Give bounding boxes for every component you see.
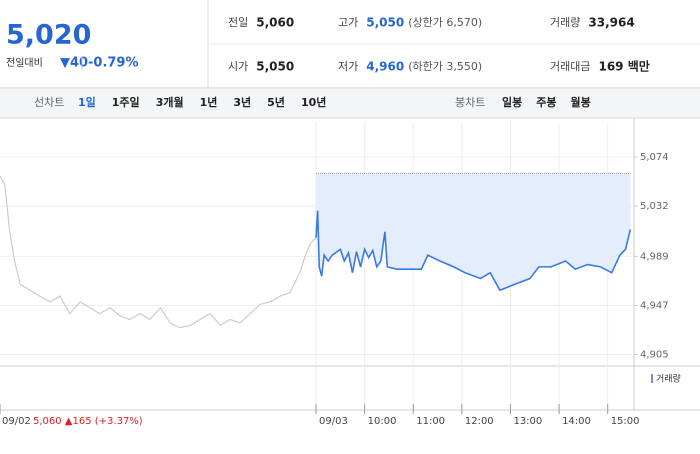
period-tab[interactable]: 3년 xyxy=(233,95,251,109)
x-tick-label: 14:00 xyxy=(562,416,591,427)
y-tick-label: 4,947 xyxy=(640,300,669,311)
candle-tab[interactable]: 주봉 xyxy=(536,96,556,109)
candle-tab[interactable]: 월봉 xyxy=(571,95,591,109)
tab-group-label: 봉차트 xyxy=(455,96,485,109)
price-line xyxy=(315,210,632,292)
y-tick-label: 5,074 xyxy=(640,152,669,163)
change-rate: -0.79% xyxy=(88,56,139,71)
stat-value: 169 백만 xyxy=(598,59,649,74)
stat-value: 33,964 xyxy=(588,16,634,30)
stat-label: 시가 xyxy=(228,60,248,73)
stat-value: 5,050 xyxy=(366,16,404,30)
change: ▼40 xyxy=(60,56,88,71)
tab-bar xyxy=(0,89,700,118)
x-tick-label: 11:00 xyxy=(416,416,445,427)
legend-swatch xyxy=(651,374,653,383)
prev-summary: 5,060 ▲165 (+3.37%) xyxy=(33,416,143,427)
stat-value: 4,960 xyxy=(366,60,404,74)
period-tab[interactable]: 10년 xyxy=(301,95,326,109)
area-fill xyxy=(316,173,631,291)
x-tick-label: 09/02 xyxy=(2,416,31,427)
stat-label: 거래대금 xyxy=(550,60,590,73)
candle-tab[interactable]: 일봉 xyxy=(502,95,522,109)
x-tick-label: 13:00 xyxy=(513,416,542,427)
tab-group-label: 선차트 xyxy=(34,96,64,109)
period-tab[interactable]: 5년 xyxy=(267,95,285,109)
stat-label: 거래량 xyxy=(550,16,580,29)
price: 5,020 xyxy=(6,20,91,51)
period-tab[interactable]: 1주일 xyxy=(112,95,140,109)
period-tab[interactable]: 1일 xyxy=(78,95,96,109)
x-tick-label: 10:00 xyxy=(368,416,397,427)
change-label: 전일대비 xyxy=(6,57,43,69)
stat-label: 저가 xyxy=(338,60,358,73)
y-tick-label: 5,032 xyxy=(640,201,669,212)
stat-value: 5,050 xyxy=(256,60,294,74)
price-line xyxy=(0,175,317,329)
legend-label: 거래량 xyxy=(656,373,681,385)
stat-value: 5,060 xyxy=(256,16,294,30)
x-tick-label: 15:00 xyxy=(611,416,640,427)
stat-note: (상한가 6,570) xyxy=(408,16,482,29)
y-tick-label: 4,989 xyxy=(640,251,669,262)
x-tick-label: 09/03 xyxy=(319,416,348,427)
stat-note: (하한가 3,550) xyxy=(408,59,482,73)
period-tab[interactable]: 1년 xyxy=(200,95,218,109)
period-tab[interactable]: 3개월 xyxy=(156,95,184,109)
stat-label: 전일 xyxy=(228,15,248,29)
stat-label: 고가 xyxy=(338,16,358,29)
y-tick-label: 4,905 xyxy=(640,349,669,360)
x-tick-label: 12:00 xyxy=(465,416,494,427)
